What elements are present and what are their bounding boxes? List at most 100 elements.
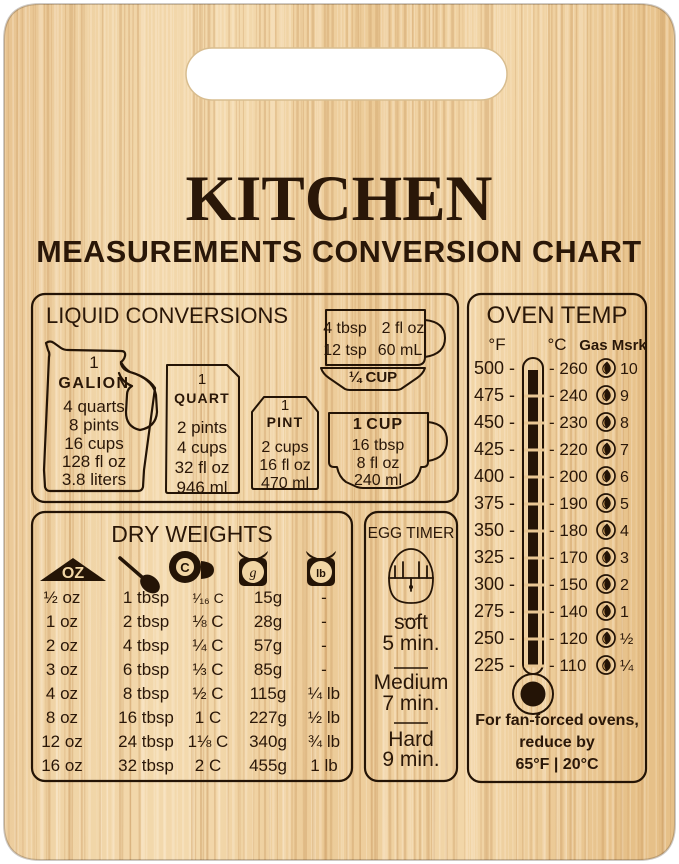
svg-text:8: 8 <box>620 415 629 432</box>
svg-text:EGG TIMER: EGG TIMER <box>368 525 455 542</box>
svg-text:g: g <box>250 566 257 581</box>
svg-text:4 oz: 4 oz <box>46 684 78 703</box>
svg-text:-: - <box>321 636 327 655</box>
svg-text:8 tbsp: 8 tbsp <box>123 684 169 703</box>
svg-text:350 -: 350 - <box>474 520 515 540</box>
svg-text:-: - <box>321 612 327 631</box>
svg-text:946 ml: 946 ml <box>176 478 227 497</box>
svg-text:3.8 liters: 3.8 liters <box>62 470 126 489</box>
svg-text:2 fl oz: 2 fl oz <box>382 320 425 337</box>
svg-text:¾ lb: ¾ lb <box>308 732 340 751</box>
svg-text:QUART: QUART <box>174 390 230 406</box>
svg-text:57g: 57g <box>254 636 282 655</box>
svg-text:8 pints: 8 pints <box>69 416 119 435</box>
svg-text:½ lb: ½ lb <box>308 708 340 727</box>
svg-text:- 140: - 140 <box>549 602 588 621</box>
svg-text:- 240: - 240 <box>549 386 588 405</box>
svg-text:16 fl oz: 16 fl oz <box>259 457 311 474</box>
svg-text:-: - <box>321 660 327 679</box>
svg-text:16 tbsp: 16 tbsp <box>118 708 174 727</box>
svg-text:lb: lb <box>316 568 326 580</box>
svg-text:16 oz: 16 oz <box>41 756 83 775</box>
svg-text:⅓ C: ⅓ C <box>192 660 223 679</box>
svg-text:5: 5 <box>620 496 629 513</box>
svg-text:- 220: - 220 <box>549 440 588 459</box>
svg-text:475 -: 475 - <box>474 385 515 405</box>
svg-text:9 min.: 9 min. <box>382 748 439 771</box>
svg-text:- 230: - 230 <box>549 413 588 432</box>
svg-text:¼: ¼ <box>620 658 634 675</box>
svg-text:¼ C: ¼ C <box>192 636 223 655</box>
svg-text:1 C: 1 C <box>195 708 221 727</box>
svg-text:C: C <box>180 560 190 575</box>
svg-text:- 260: - 260 <box>549 359 588 378</box>
svg-text:- 190: - 190 <box>549 494 588 513</box>
svg-text:For fan-forced ovens,: For fan-forced ovens, <box>475 712 639 729</box>
svg-text:225 -: 225 - <box>474 655 515 675</box>
svg-text:¼ CUP: ¼ CUP <box>349 369 397 386</box>
svg-text:- 170: - 170 <box>549 548 588 567</box>
svg-text:15g: 15g <box>254 588 282 607</box>
svg-text:Medium: Medium <box>374 671 449 694</box>
svg-text:- 150: - 150 <box>549 575 588 594</box>
svg-text:16 cups: 16 cups <box>64 434 124 453</box>
svg-text:2 oz: 2 oz <box>46 636 78 655</box>
svg-text:°F: °F <box>488 335 505 354</box>
svg-text:⅛ C: ⅛ C <box>192 612 223 631</box>
svg-text:65°F | 20°C: 65°F | 20°C <box>515 756 599 773</box>
svg-text:4: 4 <box>620 523 629 540</box>
svg-text:10: 10 <box>620 361 638 378</box>
svg-text:1 lb: 1 lb <box>310 756 337 775</box>
svg-text:- 200: - 200 <box>549 467 588 486</box>
svg-text:Gas Msrk: Gas Msrk <box>579 337 647 354</box>
svg-text:2: 2 <box>620 577 629 594</box>
svg-text:2 C: 2 C <box>195 756 221 775</box>
svg-text:85g: 85g <box>254 660 282 679</box>
svg-text:1: 1 <box>198 371 206 388</box>
svg-text:7 min.: 7 min. <box>382 692 439 715</box>
svg-text:24 tbsp: 24 tbsp <box>118 732 174 751</box>
svg-text:LIQUID CONVERSIONS: LIQUID CONVERSIONS <box>46 303 288 328</box>
svg-text:- 120: - 120 <box>549 629 588 648</box>
svg-text:9: 9 <box>620 388 629 405</box>
svg-text:3 oz: 3 oz <box>46 660 78 679</box>
svg-text:450 -: 450 - <box>474 412 515 432</box>
svg-text:PINT: PINT <box>267 414 304 430</box>
svg-text:470 ml: 470 ml <box>261 475 309 492</box>
svg-text:250 -: 250 - <box>474 628 515 648</box>
svg-text:½: ½ <box>620 631 633 648</box>
svg-text:325 -: 325 - <box>474 547 515 567</box>
svg-text:1 CUP: 1 CUP <box>353 416 403 433</box>
svg-text:60 mL: 60 mL <box>378 342 423 359</box>
svg-text:16 tbsp: 16 tbsp <box>352 437 405 454</box>
svg-text:4 tbsp: 4 tbsp <box>323 320 367 337</box>
svg-text:115g: 115g <box>250 684 287 703</box>
svg-text:GALION: GALION <box>58 375 129 392</box>
svg-text:375 -: 375 - <box>474 493 515 513</box>
svg-text:6: 6 <box>620 469 629 486</box>
svg-text:12 tsp: 12 tsp <box>323 342 367 359</box>
svg-text:300 -: 300 - <box>474 574 515 594</box>
svg-text:425 -: 425 - <box>474 439 515 459</box>
svg-text:340g: 340g <box>249 732 287 751</box>
svg-text:2 cups: 2 cups <box>261 439 308 456</box>
svg-text:128 fl oz: 128 fl oz <box>62 452 126 471</box>
svg-text:28g: 28g <box>254 612 282 631</box>
svg-text:OVEN TEMP: OVEN TEMP <box>487 302 628 329</box>
svg-text:3: 3 <box>620 550 629 567</box>
svg-text:¼ lb: ¼ lb <box>308 684 340 703</box>
svg-text:32 tbsp: 32 tbsp <box>118 756 174 775</box>
svg-text:32 fl oz: 32 fl oz <box>175 458 230 477</box>
svg-text:400 -: 400 - <box>474 466 515 486</box>
svg-text:OZ: OZ <box>62 565 84 582</box>
svg-text:240 ml: 240 ml <box>354 472 402 489</box>
svg-text:4 tbsp: 4 tbsp <box>123 636 169 655</box>
svg-text:227g: 227g <box>249 708 287 727</box>
svg-text:455g: 455g <box>249 756 287 775</box>
svg-text:1: 1 <box>89 353 98 372</box>
svg-text:-: - <box>321 588 327 607</box>
svg-text:1⅛ C: 1⅛ C <box>188 732 229 751</box>
svg-text:1 tbsp: 1 tbsp <box>123 588 169 607</box>
svg-text:½ C: ½ C <box>192 684 223 703</box>
svg-text:1: 1 <box>620 604 629 621</box>
